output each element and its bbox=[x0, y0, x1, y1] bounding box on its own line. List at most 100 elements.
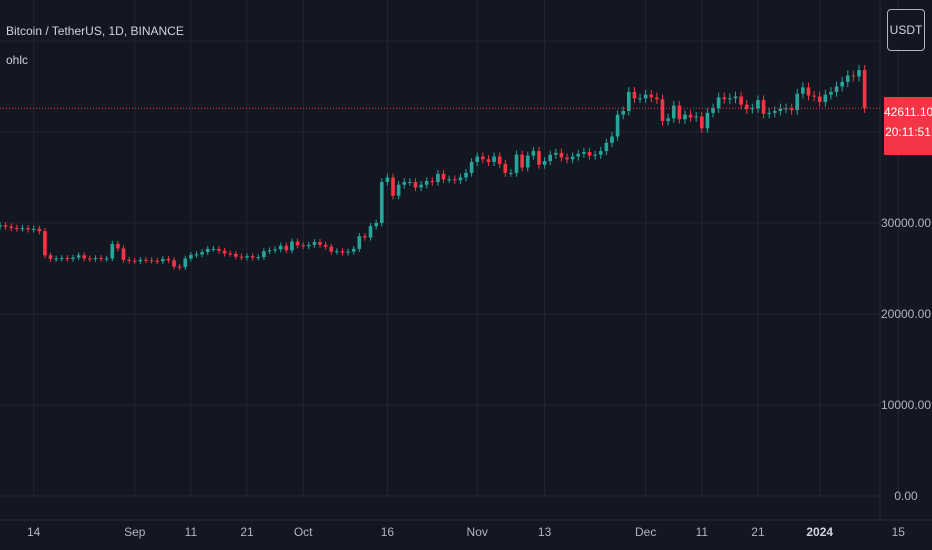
candle-body bbox=[346, 251, 350, 253]
candle-body bbox=[722, 97, 727, 100]
candle-body bbox=[65, 258, 70, 260]
candle-body bbox=[503, 163, 508, 173]
x-tick-label: Dec bbox=[635, 525, 656, 539]
candle-body bbox=[54, 258, 58, 260]
candle-body bbox=[177, 266, 182, 268]
y-tick-label: 20000.00 bbox=[881, 307, 931, 321]
candle-body bbox=[385, 177, 390, 183]
candle-body bbox=[660, 99, 665, 122]
candle-body bbox=[149, 260, 154, 262]
candle-body bbox=[155, 260, 160, 262]
candle-body bbox=[621, 111, 626, 115]
candle-body bbox=[750, 108, 755, 110]
candle-body bbox=[110, 243, 115, 259]
candle-body bbox=[542, 161, 547, 165]
candle-body bbox=[295, 241, 300, 246]
candle-body bbox=[116, 243, 120, 249]
last-price-tag: 42611.10 20:11:51 bbox=[884, 97, 932, 155]
candle-body bbox=[239, 256, 244, 258]
candle-body bbox=[48, 255, 53, 259]
candle-body bbox=[402, 182, 407, 185]
candle-body bbox=[306, 244, 311, 247]
candle-body bbox=[222, 250, 227, 254]
candle-body bbox=[481, 156, 485, 160]
candles bbox=[0, 64, 867, 270]
study-legend[interactable]: ohlc bbox=[6, 53, 29, 67]
candle-body bbox=[593, 154, 597, 156]
candle-body bbox=[554, 152, 558, 155]
x-tick-label: 15 bbox=[892, 525, 906, 539]
candle-body bbox=[683, 114, 687, 120]
candle-body bbox=[31, 228, 36, 230]
candle-body bbox=[464, 172, 468, 178]
candle-body bbox=[194, 254, 199, 256]
candle-body bbox=[784, 108, 788, 110]
candle-body bbox=[632, 91, 637, 99]
candle-body bbox=[441, 173, 446, 180]
candle-body bbox=[340, 251, 345, 253]
candle-body bbox=[671, 105, 676, 119]
candle-body bbox=[245, 256, 249, 258]
candle-body bbox=[183, 258, 188, 268]
candle-body bbox=[267, 250, 272, 252]
candle-body bbox=[447, 179, 451, 181]
candle-body bbox=[497, 156, 502, 164]
candle-body bbox=[43, 231, 47, 256]
candle-body bbox=[559, 152, 564, 158]
candle-body bbox=[823, 94, 828, 102]
candle-body bbox=[436, 173, 440, 183]
candle-body bbox=[475, 156, 480, 162]
candle-body bbox=[699, 116, 704, 129]
candle-body bbox=[705, 112, 710, 129]
candle-body bbox=[121, 248, 126, 260]
currency-button[interactable]: USDT bbox=[887, 9, 925, 51]
candle-body bbox=[357, 236, 362, 249]
candle-body bbox=[666, 118, 670, 122]
candle-body bbox=[71, 257, 75, 259]
candle-body bbox=[537, 151, 541, 165]
candle-body bbox=[379, 182, 384, 223]
candle-body bbox=[396, 184, 401, 196]
candle-body bbox=[262, 251, 266, 258]
candle-body bbox=[312, 242, 317, 245]
x-tick-label: 14 bbox=[27, 525, 41, 539]
chart-grid bbox=[0, 0, 932, 521]
x-tick-label: 11 bbox=[185, 525, 198, 539]
candle-body bbox=[733, 96, 738, 99]
candle-body bbox=[323, 244, 328, 247]
candle-body bbox=[318, 242, 322, 245]
candle-body bbox=[509, 172, 513, 174]
candle-body bbox=[643, 94, 648, 99]
candle-body bbox=[99, 258, 103, 260]
x-tick-label: 13 bbox=[538, 525, 552, 539]
candle-body bbox=[278, 245, 283, 250]
candle-body bbox=[138, 259, 143, 262]
candle-body bbox=[744, 104, 749, 110]
y-tick-label: 10000.00 bbox=[881, 398, 931, 412]
candle-body bbox=[469, 161, 474, 173]
candle-body bbox=[329, 246, 334, 252]
candle-body bbox=[301, 245, 306, 247]
candle-body bbox=[132, 260, 137, 262]
candle-body bbox=[233, 253, 238, 257]
candle-body bbox=[694, 116, 699, 118]
candle-body bbox=[570, 156, 575, 160]
candle-body bbox=[829, 91, 833, 95]
candle-body bbox=[228, 253, 233, 255]
candle-body bbox=[15, 227, 19, 229]
candle-body bbox=[0, 225, 2, 227]
candle-body bbox=[862, 70, 867, 109]
candle-body bbox=[256, 257, 261, 259]
candle-body bbox=[812, 95, 816, 97]
candle-body bbox=[520, 154, 524, 168]
candle-body bbox=[205, 248, 210, 253]
y-tick-label: 30000.00 bbox=[881, 216, 931, 230]
candle-body bbox=[587, 151, 592, 156]
candle-body bbox=[335, 251, 339, 253]
symbol-legend[interactable]: Bitcoin / TetherUS, 1D, BINANCE bbox=[6, 24, 184, 38]
candle-body bbox=[806, 87, 811, 96]
candle-body bbox=[368, 226, 373, 238]
x-tick-label: Oct bbox=[294, 525, 313, 539]
last-price-value: 42611.10 bbox=[884, 105, 932, 119]
